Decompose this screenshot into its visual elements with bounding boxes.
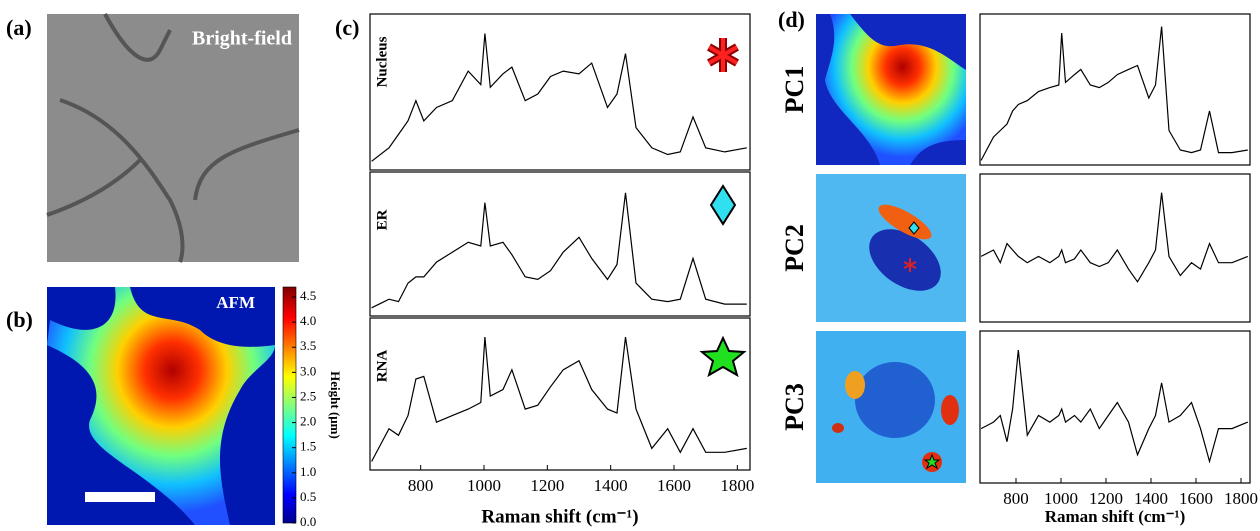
spectrum-line bbox=[371, 337, 747, 462]
plot-frame bbox=[369, 171, 751, 317]
plot-frame bbox=[979, 330, 1251, 484]
colorbar-tick-label: 2.5 bbox=[300, 388, 316, 403]
panel-label: (d) bbox=[778, 7, 805, 32]
nucleus-marker bbox=[708, 38, 738, 72]
colorbar-tick-label: 1.0 bbox=[300, 464, 316, 479]
spectrum-label: ER bbox=[374, 209, 390, 230]
pc3-blob bbox=[845, 371, 865, 399]
x-tick-label: 1400 bbox=[1134, 489, 1168, 508]
colorbar bbox=[282, 286, 297, 524]
pc1-map bbox=[825, 14, 966, 165]
x-tick-label: 1800 bbox=[1224, 489, 1258, 508]
x-axis-label: Raman shift (cm⁻¹) bbox=[481, 506, 638, 527]
spectrum-line bbox=[371, 33, 747, 162]
plot-frame bbox=[369, 13, 751, 171]
x-tick-label: 800 bbox=[1003, 489, 1029, 508]
er-marker bbox=[709, 184, 737, 226]
cell-outline bbox=[46, 13, 300, 263]
x-tick-label: 1200 bbox=[1089, 489, 1123, 508]
spectrum-label: RNA bbox=[374, 350, 390, 383]
x-tick-label: 1800 bbox=[720, 476, 754, 495]
colorbar-tick-label: 3.0 bbox=[300, 363, 316, 378]
panel-label: (b) bbox=[6, 307, 33, 332]
x-tick-label: 1600 bbox=[657, 476, 691, 495]
x-tick-label: 1000 bbox=[1044, 489, 1078, 508]
pc2-blob bbox=[869, 229, 941, 291]
image-title: Bright-field bbox=[192, 28, 292, 50]
panel-label: (a) bbox=[6, 15, 32, 40]
image-title: AFM bbox=[216, 293, 255, 312]
colorbar-tick-label: 4.0 bbox=[300, 313, 316, 328]
spectrum-label: PC3 bbox=[780, 383, 809, 431]
spectrum-line bbox=[371, 192, 747, 309]
rna-marker bbox=[699, 335, 747, 378]
x-tick-label: 800 bbox=[408, 476, 434, 495]
x-tick-label: 1600 bbox=[1179, 489, 1213, 508]
colorbar-tick-label: 0.0 bbox=[300, 514, 316, 529]
spectrum-label: Nucleus bbox=[374, 36, 390, 87]
rna-marker bbox=[923, 453, 941, 470]
scale-bar bbox=[85, 492, 155, 502]
pc3-blob bbox=[941, 395, 959, 425]
colorbar-tick-label: 3.5 bbox=[300, 338, 316, 353]
pc3-blob bbox=[855, 362, 935, 438]
plot-frame bbox=[979, 173, 1251, 323]
colorbar-tick-label: 0.5 bbox=[300, 489, 316, 504]
colorbar-title: Height (μm) bbox=[328, 371, 343, 439]
plot-frame bbox=[979, 13, 1251, 166]
spectrum-label: PC2 bbox=[780, 224, 809, 272]
panel-label: (c) bbox=[335, 15, 359, 40]
x-tick-label: 1000 bbox=[467, 476, 501, 495]
x-axis-label: Raman shift (cm⁻¹) bbox=[1045, 507, 1186, 526]
x-tick-label: 1200 bbox=[530, 476, 564, 495]
colorbar-tick-label: 1.5 bbox=[300, 439, 316, 454]
pc3-blob bbox=[832, 423, 844, 433]
spectrum-label: PC1 bbox=[780, 66, 809, 114]
spectrum-line bbox=[980, 350, 1249, 464]
bright-field-image bbox=[47, 14, 299, 262]
x-tick-label: 1400 bbox=[594, 476, 628, 495]
pc2-blob bbox=[878, 204, 932, 240]
nucleus-marker bbox=[903, 258, 917, 272]
plot-frame bbox=[369, 317, 751, 471]
er-marker bbox=[908, 221, 920, 235]
spectrum-line bbox=[980, 192, 1249, 283]
spectrum-line bbox=[980, 26, 1248, 161]
colorbar-tick-label: 2.0 bbox=[300, 414, 316, 429]
cell-height-map bbox=[47, 287, 275, 525]
colorbar-tick-label: 4.5 bbox=[300, 288, 316, 303]
